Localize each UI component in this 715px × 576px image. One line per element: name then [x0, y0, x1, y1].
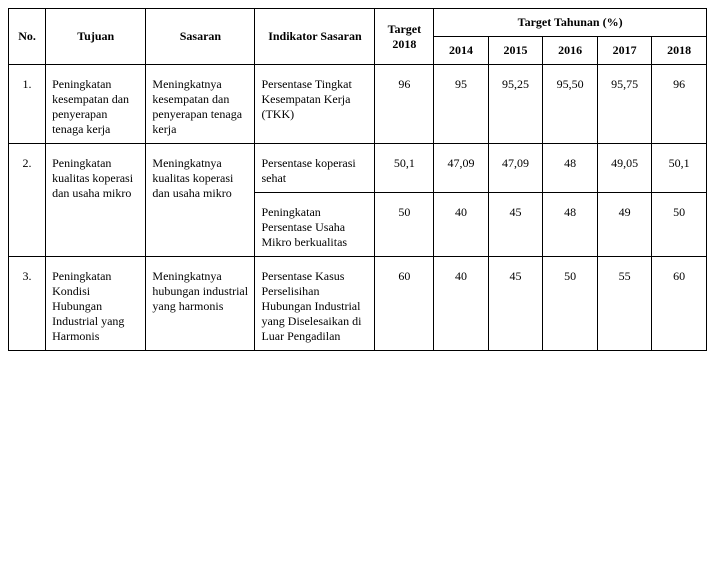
cell-no: 2. [9, 144, 46, 257]
cell-target2018: 60 [375, 257, 434, 351]
cell-y2014: 47,09 [434, 144, 489, 193]
cell-indikator: Persentase Tingkat Kesempatan Kerja (TKK… [255, 65, 375, 144]
cell-y2014: 40 [434, 257, 489, 351]
cell-y2018: 50,1 [652, 144, 707, 193]
cell-indikator: Peningkatan Persentase Usaha Mikro berku… [255, 193, 375, 257]
cell-no: 1. [9, 65, 46, 144]
cell-tujuan: Peningkatan kesempatan dan penyerapan te… [46, 65, 146, 144]
cell-y2018: 50 [652, 193, 707, 257]
col-sasaran: Sasaran [146, 9, 255, 65]
cell-y2015: 95,25 [488, 65, 543, 144]
cell-sasaran: Meningkatnya kualitas koperasi dan usaha… [146, 144, 255, 257]
targets-table: No. Tujuan Sasaran Indikator Sasaran Tar… [8, 8, 707, 351]
cell-y2014: 40 [434, 193, 489, 257]
cell-target2018: 50,1 [375, 144, 434, 193]
table-body: 1. Peningkatan kesempatan dan penyerapan… [9, 65, 707, 351]
cell-tujuan: Peningkatan Kondisi Hubungan Industrial … [46, 257, 146, 351]
table-header: No. Tujuan Sasaran Indikator Sasaran Tar… [9, 9, 707, 65]
col-2014: 2014 [434, 37, 489, 65]
col-2015: 2015 [488, 37, 543, 65]
cell-indikator: Persentase Kasus Perselisihan Hubungan I… [255, 257, 375, 351]
cell-y2017: 49 [597, 193, 652, 257]
col-2018: 2018 [652, 37, 707, 65]
cell-y2014: 95 [434, 65, 489, 144]
col-2016: 2016 [543, 37, 598, 65]
cell-y2015: 47,09 [488, 144, 543, 193]
col-target-tahunan: Target Tahunan (%) [434, 9, 707, 37]
cell-y2016: 95,50 [543, 65, 598, 144]
cell-tujuan: Peningkatan kualitas koperasi dan usaha … [46, 144, 146, 257]
table-row: 2. Peningkatan kualitas koperasi dan usa… [9, 144, 707, 193]
col-no: No. [9, 9, 46, 65]
col-2017: 2017 [597, 37, 652, 65]
table-row: 3. Peningkatan Kondisi Hubungan Industri… [9, 257, 707, 351]
cell-y2017: 95,75 [597, 65, 652, 144]
cell-sasaran: Meningkatnya kesempatan dan penyerapan t… [146, 65, 255, 144]
cell-no: 3. [9, 257, 46, 351]
cell-y2018: 60 [652, 257, 707, 351]
cell-y2017: 49,05 [597, 144, 652, 193]
cell-y2015: 45 [488, 193, 543, 257]
col-tujuan: Tujuan [46, 9, 146, 65]
col-indikator: Indikator Sasaran [255, 9, 375, 65]
cell-indikator: Persentase koperasi sehat [255, 144, 375, 193]
cell-y2016: 50 [543, 257, 598, 351]
cell-target2018: 50 [375, 193, 434, 257]
cell-y2016: 48 [543, 193, 598, 257]
cell-target2018: 96 [375, 65, 434, 144]
cell-sasaran: Meningkatnya hubungan industrial yang ha… [146, 257, 255, 351]
cell-y2015: 45 [488, 257, 543, 351]
cell-y2017: 55 [597, 257, 652, 351]
cell-y2018: 96 [652, 65, 707, 144]
cell-y2016: 48 [543, 144, 598, 193]
col-target2018: Target 2018 [375, 9, 434, 65]
table-row: 1. Peningkatan kesempatan dan penyerapan… [9, 65, 707, 144]
